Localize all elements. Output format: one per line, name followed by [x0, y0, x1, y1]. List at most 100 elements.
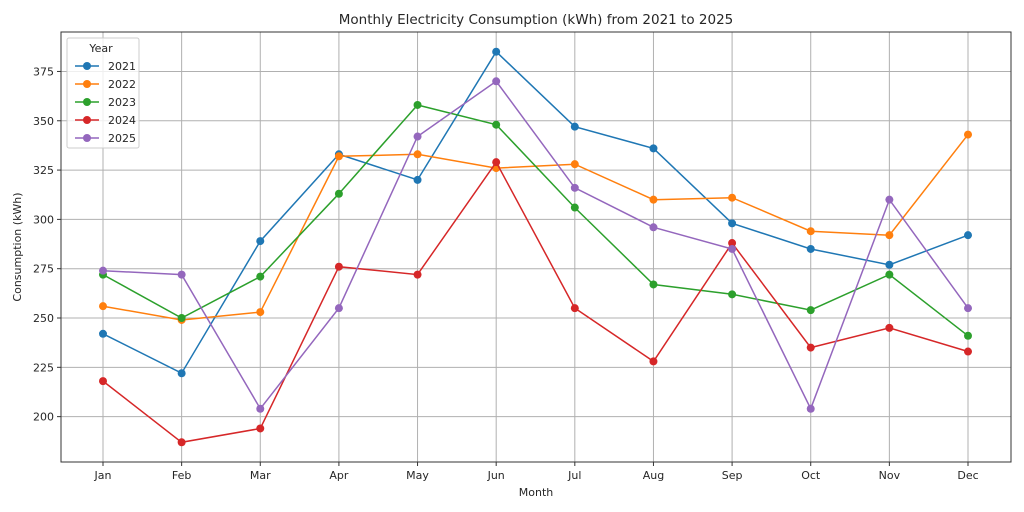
y-tick-label: 200 [33, 411, 54, 424]
x-tick-label: Sep [722, 469, 743, 482]
y-axis-label: Consumption (kWh) [11, 192, 24, 301]
y-tick-label: 350 [33, 115, 54, 128]
x-axis-label: Month [519, 486, 554, 499]
legend-label: 2022 [108, 78, 136, 91]
legend-item-2024: 2024 [75, 114, 136, 127]
y-tick-label: 300 [33, 213, 54, 226]
data-point-2025 [177, 270, 186, 279]
grid-lines [61, 32, 1011, 462]
axes-frame [60, 31, 1012, 463]
data-point-2024 [334, 262, 343, 271]
data-point-2025 [99, 266, 107, 275]
series-group [99, 47, 972, 447]
legend-marker [83, 98, 91, 106]
x-tick-label: Feb [172, 469, 191, 482]
data-point-2023 [334, 189, 343, 198]
data-point-2023 [177, 314, 186, 323]
data-point-2024 [256, 424, 265, 433]
data-point-2021 [492, 47, 501, 56]
data-point-2025 [334, 304, 343, 313]
x-tick-label: Apr [329, 469, 349, 482]
data-point-2021 [177, 369, 186, 378]
series-2021 [99, 47, 972, 378]
data-point-2022 [334, 152, 343, 161]
data-point-2024 [177, 438, 186, 447]
legend-label: 2024 [108, 114, 136, 127]
data-point-2025 [964, 304, 972, 313]
legend-label: 2023 [108, 96, 136, 109]
data-point-2021 [570, 122, 579, 131]
data-point-2021 [728, 219, 737, 228]
data-point-2023 [570, 203, 579, 212]
data-point-2021 [964, 231, 972, 240]
legend-label: 2025 [108, 132, 136, 145]
data-point-2021 [649, 144, 658, 153]
legend-marker [83, 134, 91, 142]
data-point-2022 [99, 302, 107, 311]
x-tick-label: Mar [250, 469, 271, 482]
series-line-2021 [102, 50, 969, 375]
data-point-2023 [256, 272, 265, 281]
data-point-2024 [964, 347, 972, 356]
data-point-2024 [492, 158, 501, 167]
data-point-2025 [570, 183, 579, 192]
series-line-2025 [102, 80, 969, 411]
data-point-2025 [806, 404, 815, 413]
legend-title: Year [88, 42, 113, 55]
y-tick-label: 375 [33, 65, 54, 78]
x-tick-label: Aug [643, 469, 664, 482]
legend-item-2025: 2025 [75, 132, 136, 145]
data-point-2025 [413, 132, 422, 141]
legend-item-2023: 2023 [75, 96, 136, 109]
y-tick-label: 325 [33, 164, 54, 177]
y-tick-label: 275 [33, 263, 54, 276]
x-tick-label: May [406, 469, 429, 482]
y-axis: 200 225 250 275 300 325 350 375 [33, 65, 61, 424]
data-point-2025 [728, 244, 737, 253]
data-point-2025 [256, 404, 265, 413]
data-point-2025 [649, 223, 658, 232]
legend-label: 2021 [108, 60, 136, 73]
data-point-2023 [413, 100, 422, 109]
data-point-2024 [99, 377, 107, 386]
data-point-2022 [885, 231, 894, 240]
x-tick-label: Oct [801, 469, 821, 482]
data-point-2024 [413, 270, 422, 279]
data-point-2023 [964, 331, 972, 340]
series-2023 [99, 100, 972, 340]
series-2024 [99, 158, 972, 447]
legend-marker [83, 116, 91, 124]
data-point-2021 [99, 329, 107, 338]
data-point-2023 [806, 306, 815, 315]
x-tick-label: Nov [879, 469, 901, 482]
y-tick-label: 250 [33, 312, 54, 325]
data-point-2023 [728, 290, 737, 299]
data-point-2025 [885, 195, 894, 204]
data-point-2022 [649, 195, 658, 204]
legend: Year 2021 2022 2023 2024 2025 [66, 37, 140, 149]
x-tick-label: Jun [487, 469, 505, 482]
data-point-2021 [885, 260, 894, 269]
data-point-2024 [570, 304, 579, 313]
x-axis: Jan Feb Mar Apr May Jun Jul Aug Sep Oct Nov Dec [94, 462, 979, 482]
series-2025 [99, 77, 972, 413]
data-point-2024 [885, 323, 894, 332]
data-point-2021 [413, 175, 422, 184]
data-point-2021 [806, 244, 815, 253]
data-point-2023 [885, 270, 894, 279]
x-tick-label: Jan [94, 469, 112, 482]
legend-marker [83, 62, 91, 70]
data-point-2025 [492, 77, 501, 86]
series-line-2022 [102, 134, 969, 321]
data-point-2022 [964, 130, 972, 139]
x-tick-label: Dec [957, 469, 978, 482]
data-point-2022 [256, 308, 265, 317]
data-point-2023 [492, 120, 501, 129]
legend-marker [83, 80, 91, 88]
data-point-2022 [806, 227, 815, 236]
y-tick-label: 225 [33, 361, 54, 374]
data-point-2024 [728, 239, 737, 248]
data-point-2024 [649, 357, 658, 366]
data-point-2024 [806, 343, 815, 352]
